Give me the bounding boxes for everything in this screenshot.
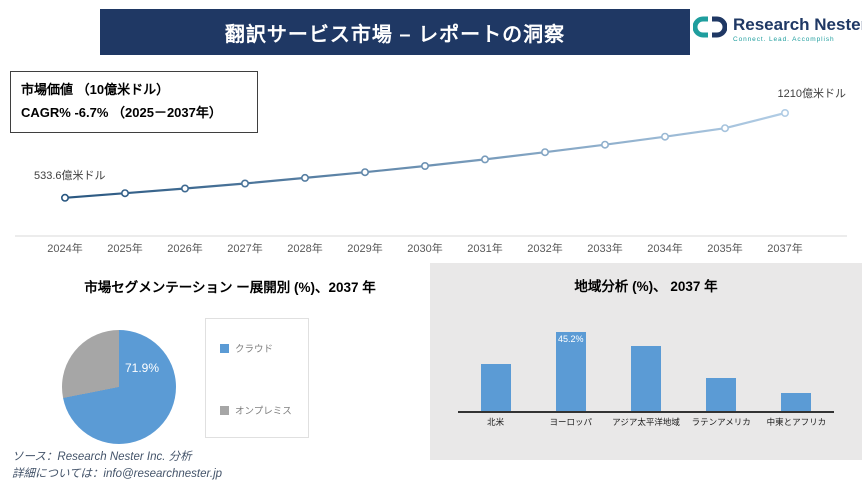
line-marker <box>300 173 309 182</box>
line-marker <box>360 168 369 177</box>
line-marker <box>181 184 190 193</box>
pie-data-label: 71.9% <box>125 361 160 375</box>
bar-3 <box>630 346 661 411</box>
market-value-line-chart <box>15 90 847 238</box>
line-chart-x-axis: 2024年 2025年 2026年 2027年 2028年 2029年 2030年 2031年… <box>15 240 847 256</box>
line-marker <box>600 140 609 149</box>
line-marker <box>420 162 429 171</box>
bar-category-label: 中東とアフリカ <box>766 417 827 427</box>
x-axis-label: 2025年 <box>107 243 143 255</box>
source-note: ソース：Research Nester Inc. 分析 詳細については：info… <box>12 449 222 482</box>
bar-4 <box>706 378 737 411</box>
logo-name: Research Nester <box>733 15 862 34</box>
segmentation-chart-title: 市場セグメンテーション ー展開別 (%)、2037 年 <box>84 280 376 295</box>
x-axis-label: 2037年 <box>767 243 803 255</box>
line-marker <box>121 189 130 198</box>
x-axis-label: 2031年 <box>467 243 503 255</box>
bar-category-label: ヨーロッパ <box>549 417 593 427</box>
regional-analysis-panel: 地域分析 (%)、 2037 年 45.2% 北米 ヨーロッパ アジア太平洋地域 ラテ… <box>430 263 862 460</box>
legend-label-onpremise: オンプレミス <box>235 406 292 417</box>
logo-tagline: Connect. Lead. Accomplish <box>733 36 835 43</box>
x-axis-label: 2033年 <box>587 243 623 255</box>
line-marker <box>241 179 250 188</box>
deployment-pie-chart <box>62 330 176 444</box>
line-end-value-label: 1210億米ドル <box>777 88 846 100</box>
x-axis-label: 2028年 <box>287 243 323 255</box>
regional-chart-title: 地域分析 (%)、 2037 年 <box>574 279 718 294</box>
chain-link-icon <box>692 15 728 44</box>
bar-2: 45.2% <box>555 332 586 411</box>
x-axis-label: 2034年 <box>647 243 683 255</box>
market-value-info-box: 市場価値 （10億米ドル） CAGR% -6.7% （2025－2037年） <box>10 71 258 133</box>
legend-label-cloud: クラウド <box>235 344 274 355</box>
x-axis-label: 2026年 <box>167 243 203 255</box>
line-marker <box>480 155 489 164</box>
cloud-swatch-icon <box>220 343 229 353</box>
line-start-value-label: 533.6億米ドル <box>34 170 106 182</box>
line-marker <box>60 193 69 202</box>
bar-category-label: 北米 <box>487 417 505 427</box>
regional-bar-categories: 北米 ヨーロッパ アジア太平洋地域 ラテンアメリカ 中東とアフリカ <box>458 416 834 428</box>
title-banner: 翻訳サービス市場 – レポートの洞察 <box>100 9 690 55</box>
detail-line: 詳細については：info@researchnester.jp <box>12 467 223 480</box>
x-axis-label: 2032年 <box>527 243 563 255</box>
bar-category-label: アジア太平洋地域 <box>612 417 680 427</box>
market-value-label: 市場価値 （10億米ドル） <box>21 82 170 97</box>
research-nester-logo: Research Nester Connect. Lead. Accomplis… <box>692 15 862 44</box>
legend-item-onpremise: オンプレミス <box>220 403 292 417</box>
line-marker <box>540 148 549 157</box>
x-axis-label: 2029年 <box>347 243 383 255</box>
bar-data-label: 45.2% <box>558 334 584 344</box>
regional-bar-chart: 45.2% <box>458 292 834 413</box>
bar-category-label: ラテンアメリカ <box>691 417 751 427</box>
source-line: ソース：Research Nester Inc. 分析 <box>12 451 192 463</box>
x-axis-label: 2035年 <box>707 243 743 255</box>
bar-1 <box>480 364 511 411</box>
line-marker <box>720 124 729 133</box>
line-marker <box>660 132 669 141</box>
page-title: 翻訳サービス市場 – レポートの洞察 <box>224 23 566 46</box>
legend-item-cloud: クラウド <box>220 341 273 355</box>
x-axis-label: 2030年 <box>407 243 443 255</box>
onpremise-swatch-icon <box>220 405 229 415</box>
line-marker <box>780 108 789 117</box>
line-series-path <box>64 111 786 199</box>
cagr-label: CAGR% -6.7% （2025－2037年） <box>21 104 222 120</box>
x-axis-label: 2027年 <box>227 243 263 255</box>
pie-legend: クラウド オンプレミス <box>205 318 309 438</box>
x-axis-label: 2024年 <box>47 243 83 255</box>
bar-5 <box>781 393 812 411</box>
